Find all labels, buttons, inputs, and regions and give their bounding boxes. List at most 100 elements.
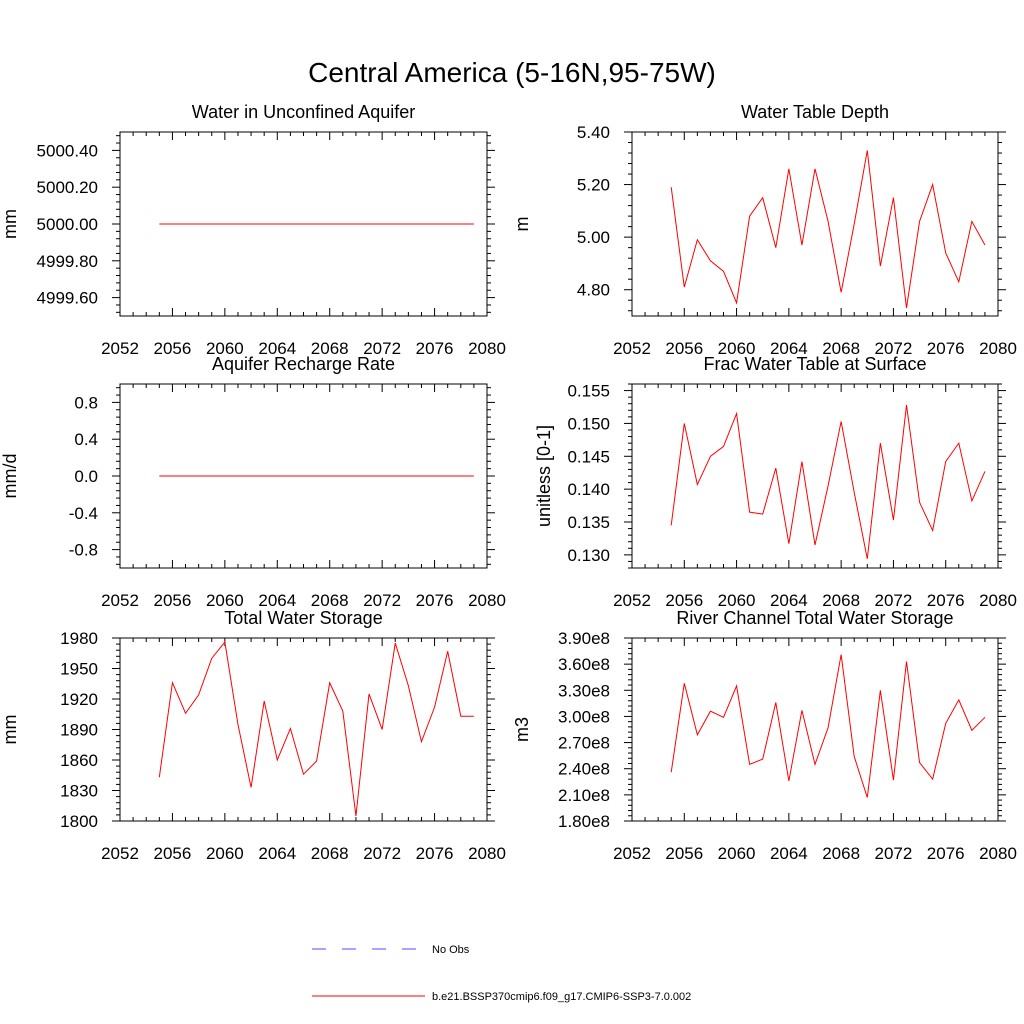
- series-line-0: [158, 640, 474, 816]
- x-tick-label: 2068: [822, 844, 860, 863]
- y-tick-label: 1830: [60, 782, 98, 801]
- y-tick-label: 3.90e8: [558, 629, 610, 648]
- x-tick-label: 2064: [770, 844, 808, 863]
- y-tick-label: 0.8: [74, 393, 98, 412]
- x-tick-label: 2052: [101, 339, 139, 358]
- panel-frac-water-table-at-surface: 2052 2056 2060 2064 2068 2072 2076 2080 0.130 0.1…: [534, 354, 1017, 610]
- x-tick-label: 2056: [665, 339, 703, 358]
- x-tick-label: 2060: [206, 339, 244, 358]
- y-axis-label: m: [512, 217, 532, 232]
- legend-label-model: b.e21.BSSP370cmip6.f09_g17.CMIP6-SSP3-7.…: [432, 991, 691, 1003]
- x-tick-label: 2068: [311, 844, 349, 863]
- y-tick-label: 2.40e8: [558, 760, 610, 779]
- y-tick-label: 0.135: [567, 513, 610, 532]
- y-axis-label: mm: [0, 209, 20, 239]
- panel-water-table-depth: 2052 2056 2060 2064 2068 2072 2076 2080 4.80 5.00…: [512, 102, 1017, 358]
- y-tick-label: 1950: [60, 660, 98, 679]
- x-tick-label: 2052: [613, 339, 651, 358]
- x-tick-label: 2072: [875, 844, 913, 863]
- panel-aquifer-recharge-rate: 2052 2056 2060 2064 2068 2072 2076 2080 -0.8 -0.4…: [0, 354, 506, 610]
- panel-water-in-unconfined-aquifer: 2052 2056 2060 2064 2068 2072 2076 2080 4999.60 4…: [0, 102, 506, 358]
- y-tick-label: 5.00: [577, 228, 610, 247]
- series-line-0: [670, 404, 986, 559]
- series-line-0: [670, 654, 986, 798]
- x-tick-label: 2080: [468, 339, 506, 358]
- y-tick-label: 0.4: [74, 430, 98, 449]
- y-tick-label: 0.145: [567, 447, 610, 466]
- x-tick-label: 2052: [101, 844, 139, 863]
- plot-frame: [119, 637, 488, 822]
- x-tick-label: 2068: [822, 339, 860, 358]
- y-tick-label: 5000.20: [37, 178, 98, 197]
- panel-total-water-storage: 2052 2056 2060 2064 2068 2072 2076 2080 1800 1830…: [0, 608, 506, 863]
- y-axis-label: unitless [0-1]: [534, 425, 554, 527]
- x-tick-label: 2072: [363, 339, 401, 358]
- x-tick-label: 2060: [718, 591, 756, 610]
- x-tick-label: 2064: [258, 591, 296, 610]
- y-tick-label: 5000.00: [37, 215, 98, 234]
- y-tick-label: 2.70e8: [558, 734, 610, 753]
- figure-title: Central America (5-16N,95-75W): [308, 57, 716, 88]
- y-tick-label: 5.40: [577, 123, 610, 142]
- panel-title: Total Water Storage: [224, 608, 382, 628]
- x-tick-label: 2060: [718, 339, 756, 358]
- x-tick-label: 2076: [927, 339, 965, 358]
- y-tick-label: 1920: [60, 690, 98, 709]
- x-tick-label: 2072: [875, 339, 913, 358]
- x-tick-label: 2072: [363, 844, 401, 863]
- y-tick-label: 4.80: [577, 281, 610, 300]
- panel-title: Water Table Depth: [741, 102, 889, 122]
- legend: No Obs b.e21.BSSP370cmip6.f09_g17.CMIP6-…: [312, 944, 691, 1003]
- y-tick-label: 4999.80: [37, 252, 98, 271]
- y-tick-label: 5000.40: [37, 141, 98, 160]
- x-tick-label: 2056: [665, 844, 703, 863]
- x-tick-label: 2056: [154, 339, 192, 358]
- panel-river-channel-total-water-storage: 2052 2056 2060 2064 2068 2072 2076 2080 1.80e8 2.…: [512, 608, 1017, 863]
- x-tick-label: 2072: [875, 591, 913, 610]
- x-tick-label: 2056: [154, 591, 192, 610]
- series-line-0: [670, 150, 986, 309]
- panel-title: Water in Unconfined Aquifer: [192, 102, 415, 122]
- y-tick-label: 3.60e8: [558, 655, 610, 674]
- x-tick-label: 2080: [468, 591, 506, 610]
- x-tick-label: 2080: [979, 844, 1017, 863]
- x-tick-label: 2064: [770, 339, 808, 358]
- y-tick-label: 4999.60: [37, 289, 98, 308]
- x-tick-label: 2076: [416, 591, 454, 610]
- y-tick-label: 3.30e8: [558, 681, 610, 700]
- panel-title: River Channel Total Water Storage: [676, 608, 953, 628]
- y-tick-label: 0.0: [74, 467, 98, 486]
- y-tick-label: 3.00e8: [558, 707, 610, 726]
- x-tick-label: 2064: [770, 591, 808, 610]
- x-tick-label: 2076: [416, 339, 454, 358]
- y-tick-label: 1860: [60, 751, 98, 770]
- y-axis-label: mm: [0, 715, 20, 745]
- y-tick-label: 1.80e8: [558, 812, 610, 831]
- y-tick-label: 1890: [60, 721, 98, 740]
- y-tick-label: -0.4: [69, 504, 98, 523]
- y-axis-label: m3: [512, 717, 532, 742]
- y-tick-label: 5.20: [577, 176, 610, 195]
- x-tick-label: 2076: [927, 844, 965, 863]
- x-tick-label: 2056: [665, 591, 703, 610]
- x-tick-label: 2076: [416, 844, 454, 863]
- x-tick-label: 2080: [468, 844, 506, 863]
- x-tick-label: 2080: [979, 591, 1017, 610]
- y-tick-label: 0.155: [567, 382, 610, 401]
- x-tick-label: 2052: [101, 591, 139, 610]
- plot-frame: [631, 637, 999, 822]
- y-axis-label: mm/d: [0, 454, 20, 499]
- x-tick-label: 2060: [718, 844, 756, 863]
- x-tick-label: 2072: [363, 591, 401, 610]
- x-tick-label: 2060: [206, 591, 244, 610]
- y-tick-label: 1800: [60, 812, 98, 831]
- x-tick-label: 2076: [927, 591, 965, 610]
- plot-frame: [631, 131, 999, 317]
- x-tick-label: 2068: [311, 339, 349, 358]
- panel-title: Frac Water Table at Surface: [703, 354, 926, 374]
- x-tick-label: 2064: [258, 339, 296, 358]
- y-tick-label: 1980: [60, 629, 98, 648]
- panels: 2052 2056 2060 2064 2068 2072 2076 2080 4999.60 4…: [0, 102, 1017, 863]
- x-tick-label: 2068: [822, 591, 860, 610]
- x-tick-label: 2060: [206, 844, 244, 863]
